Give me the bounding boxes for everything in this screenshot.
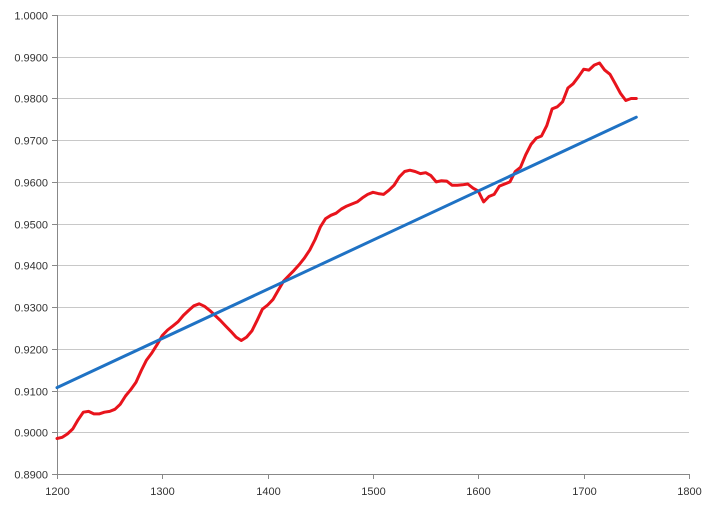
axes <box>52 15 690 479</box>
x-tick-label: 1200 <box>45 486 69 498</box>
y-tick-label: 0.9900 <box>14 53 48 65</box>
x-tick-label: 1300 <box>150 486 174 498</box>
x-tick-label: 1700 <box>572 486 596 498</box>
grid-lines <box>57 15 689 433</box>
y-tick-label: 0.9400 <box>14 261 48 273</box>
red-series-line <box>55 61 638 440</box>
y-tick-label: 0.8900 <box>14 470 48 482</box>
x-tick-label: 1500 <box>361 486 385 498</box>
x-tick-label: 1600 <box>466 486 490 498</box>
y-tick-label: 1.0000 <box>14 11 48 23</box>
blue-trend-line <box>55 115 638 390</box>
y-tick-label: 0.9600 <box>14 178 48 190</box>
y-tick-label: 0.9100 <box>14 387 48 399</box>
y-tick-label: 0.9500 <box>14 220 48 232</box>
y-tick-label: 0.9300 <box>14 303 48 315</box>
y-tick-label: 0.9700 <box>14 136 48 148</box>
y-tick-label: 0.9800 <box>14 94 48 106</box>
y-tick-label: 0.9200 <box>14 345 48 357</box>
x-tick-labels: 1200 1300 1400 1500 1600 1700 1800 <box>45 486 701 498</box>
x-tick-label: 1800 <box>677 486 701 498</box>
y-tick-labels: 0.8900 0.9000 0.9100 0.9200 0.9300 0.9400 0.95… <box>14 11 48 482</box>
y-tick-label: 0.9000 <box>14 428 48 440</box>
x-tick-label: 1400 <box>256 486 280 498</box>
series-lines <box>55 61 638 440</box>
